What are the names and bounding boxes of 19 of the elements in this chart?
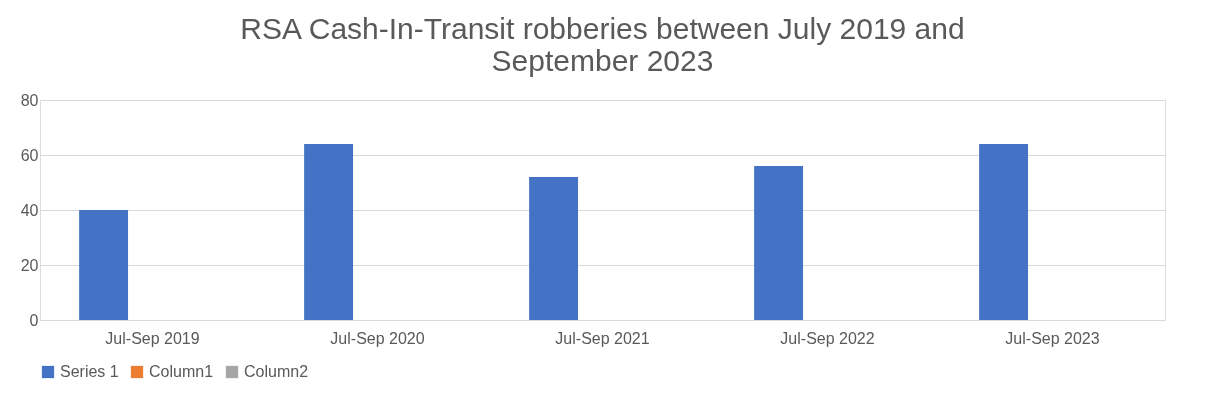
legend-label: Column2 (244, 363, 309, 380)
y-tick-label: 0 (29, 311, 39, 329)
legend-label: Series 1 (60, 363, 119, 380)
x-tick-label: Jul-Sep 2023 (1005, 329, 1100, 347)
bar (754, 166, 804, 320)
bar (529, 177, 579, 320)
legend-label: Column1 (149, 363, 214, 380)
y-tick-label: 60 (20, 146, 39, 164)
y-tick-label: 20 (20, 256, 39, 274)
bar (979, 144, 1029, 320)
chart-title: RSA Cash-In-Transit robberies between July 2019 and September 2023 (240, 12, 965, 77)
bar (79, 210, 129, 320)
x-tick-label: Jul-Sep 2021 (555, 329, 650, 347)
bar (304, 144, 354, 320)
y-tick-label: 40 (20, 201, 39, 219)
x-tick-label: Jul-Sep 2019 (105, 329, 200, 347)
y-tick-label: 80 (20, 91, 39, 109)
x-tick-label: Jul-Sep 2022 (780, 329, 875, 347)
x-tick-label: Jul-Sep 2020 (330, 329, 425, 347)
